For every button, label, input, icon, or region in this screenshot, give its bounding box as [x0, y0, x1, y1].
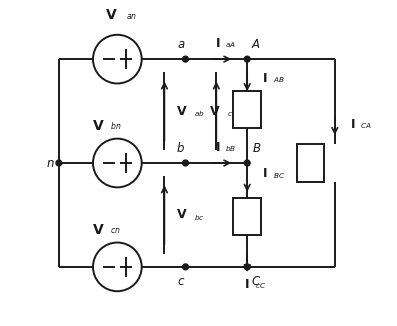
Text: $\mathbf{V}$: $\mathbf{V}$ [92, 223, 104, 237]
Text: $\mathbf{V}$: $\mathbf{V}$ [176, 208, 188, 221]
Text: c: c [177, 275, 184, 288]
Text: $\mathbf{I}$: $\mathbf{I}$ [215, 37, 220, 50]
Text: $Z_\Delta$: $Z_\Delta$ [239, 209, 256, 224]
Bar [297, 144, 324, 182]
Text: $\mathbf{V}$: $\mathbf{V}$ [104, 8, 117, 22]
Text: $_{aA}$: $_{aA}$ [225, 40, 237, 50]
Text: $_{an}$: $_{an}$ [126, 12, 138, 22]
Text: $Z_\Delta$: $Z_\Delta$ [239, 102, 256, 117]
Text: $_{AB}$: $_{AB}$ [273, 75, 285, 85]
Text: $\mathbf{V}$: $\mathbf{V}$ [176, 105, 188, 118]
Circle shape [183, 56, 189, 62]
Bar [233, 198, 261, 235]
Text: $_{bn}$: $_{bn}$ [110, 121, 121, 133]
Text: $_{cC}$: $_{cC}$ [255, 281, 266, 291]
Text: $_{ca}$: $_{ca}$ [227, 109, 237, 119]
Bar [233, 91, 261, 128]
Text: $_{bB}$: $_{bB}$ [225, 144, 237, 154]
Text: A: A [251, 38, 259, 51]
Text: n: n [47, 156, 54, 170]
Text: $_{CA}$: $_{CA}$ [360, 122, 372, 131]
Circle shape [244, 56, 250, 62]
Text: $\mathbf{I}$: $\mathbf{I}$ [262, 168, 268, 181]
Text: $\mathbf{V}$: $\mathbf{V}$ [209, 105, 221, 118]
Circle shape [244, 160, 250, 166]
Text: $\mathbf{V}$: $\mathbf{V}$ [92, 119, 104, 133]
Text: b: b [177, 142, 184, 155]
Text: $\mathbf{I}$: $\mathbf{I}$ [245, 278, 250, 291]
Circle shape [56, 160, 62, 166]
Text: $_{ab}$: $_{ab}$ [194, 109, 204, 119]
Text: C: C [251, 275, 259, 288]
Circle shape [183, 160, 189, 166]
Text: $Z_\Delta$: $Z_\Delta$ [302, 156, 319, 170]
Text: $\mathbf{I}$: $\mathbf{I}$ [350, 118, 355, 131]
Text: $_{cn}$: $_{cn}$ [110, 226, 121, 236]
Circle shape [244, 264, 250, 270]
Text: $\mathbf{I}$: $\mathbf{I}$ [215, 141, 220, 154]
Text: $\mathbf{I}$: $\mathbf{I}$ [262, 72, 268, 85]
Text: a: a [177, 38, 184, 51]
Text: $_{bc}$: $_{bc}$ [194, 213, 204, 223]
Text: B: B [252, 142, 260, 155]
Text: $_{BC}$: $_{BC}$ [273, 170, 285, 181]
Circle shape [183, 264, 189, 270]
